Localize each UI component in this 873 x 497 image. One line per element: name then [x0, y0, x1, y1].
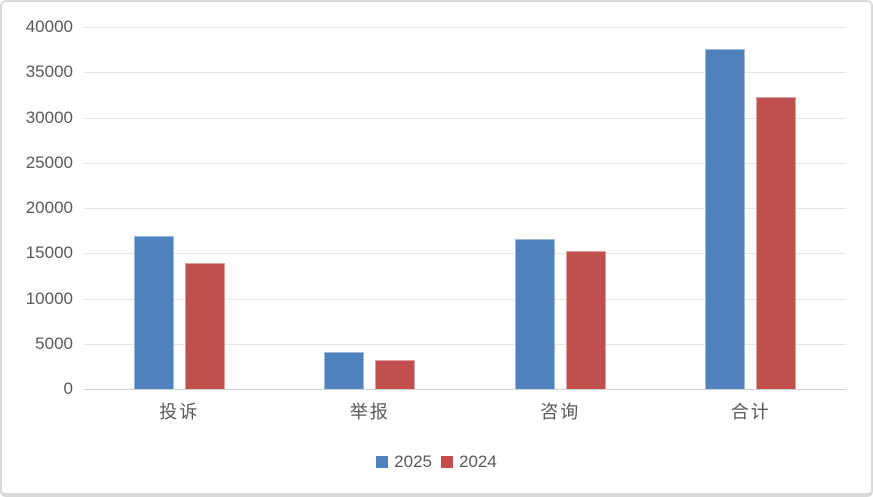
bar-2025-合计 [705, 48, 746, 389]
gridline [84, 117, 846, 119]
legend-item-2024: 2024 [441, 452, 497, 472]
gridline [84, 298, 846, 300]
y-axis-tick-label: 0 [63, 379, 73, 398]
bar-2025-举报 [324, 351, 365, 389]
y-axis-tick-label: 15000 [25, 243, 73, 263]
gridline [84, 253, 846, 255]
y-axis-tick-label: 35000 [25, 62, 73, 82]
x-axis-line [84, 389, 846, 390]
gridline [84, 27, 846, 28]
legend-swatch-2025 [376, 456, 389, 468]
gridline [84, 162, 846, 164]
y-axis-tick-label: 5000 [35, 333, 73, 353]
bar-2025-投诉 [133, 236, 174, 389]
y-axis-tick-label: 30000 [25, 107, 73, 127]
legend-label: 2024 [459, 452, 497, 471]
bar-2024-咨询 [565, 251, 606, 389]
bar-2024-合计 [756, 96, 797, 389]
legend-item-2025: 2025 [376, 452, 432, 472]
gridline [84, 72, 846, 74]
x-axis-category-label: 合计 [730, 402, 771, 422]
y-axis-tick-label: 20000 [25, 198, 73, 217]
bar-2024-举报 [375, 360, 416, 389]
y-axis-tick-label: 10000 [25, 288, 73, 308]
legend-swatch-2024 [441, 456, 453, 468]
x-axis-category-label: 投诉 [159, 402, 200, 422]
legend: 2025 2024 [2, 452, 871, 472]
y-axis-tick-label: 25000 [25, 152, 73, 172]
legend-label: 2025 [394, 452, 432, 471]
bar-2024-投诉 [184, 263, 225, 389]
x-axis-category-label: 举报 [349, 402, 390, 422]
bar-2025-咨询 [514, 238, 555, 389]
y-axis-tick-label: 40000 [25, 17, 73, 36]
gridline [84, 208, 846, 209]
x-axis-category-label: 咨询 [540, 402, 581, 422]
gridline [84, 343, 846, 345]
